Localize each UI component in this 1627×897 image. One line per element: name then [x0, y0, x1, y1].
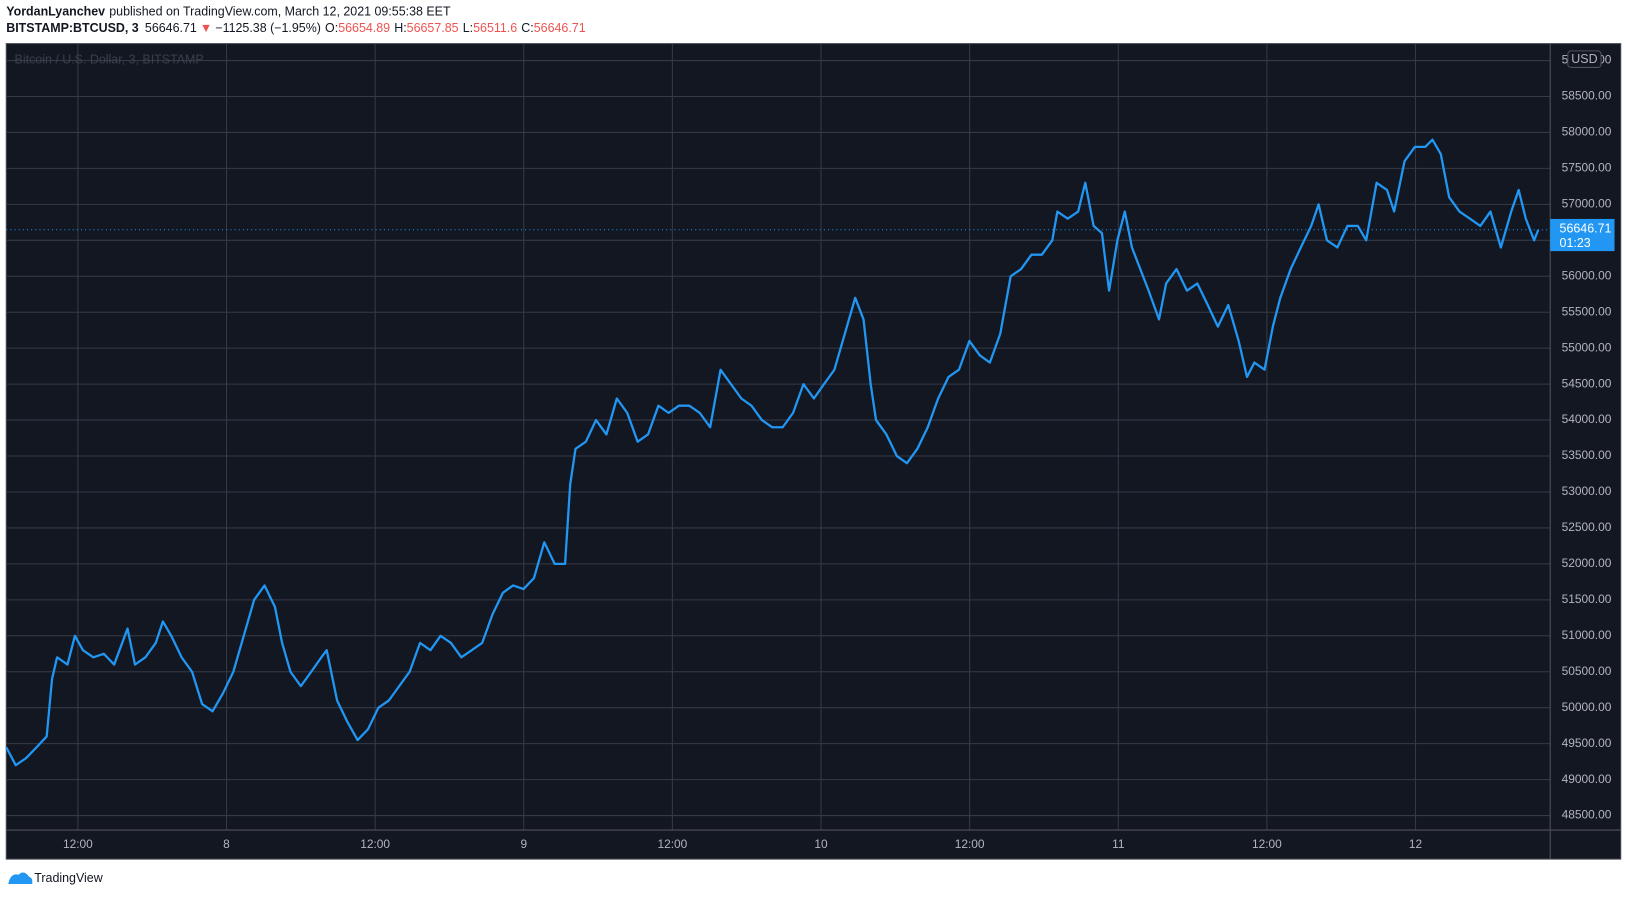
badge-box [1567, 50, 1602, 68]
price-tag-box [1550, 218, 1615, 252]
countdown: 01:23 [1560, 236, 1591, 250]
y-tick-label: 53000.00 [1562, 484, 1612, 498]
y-tick-label: 52500.00 [1562, 520, 1612, 534]
brand: TradingView [8, 871, 104, 885]
x-tick-label: 12 [1409, 837, 1423, 851]
open-label: O: [325, 21, 338, 35]
y-tick-label: 54500.00 [1562, 376, 1612, 390]
price-tag: 56646.71 01:23 [1550, 218, 1615, 252]
change: −1125.38 (−1.95%) [215, 21, 321, 35]
y-tick-label: 58000.00 [1562, 125, 1612, 139]
y-tick-label: 54000.00 [1562, 412, 1612, 426]
y-tick-label: 55000.00 [1562, 340, 1612, 354]
y-tick-label: 57000.00 [1562, 197, 1612, 211]
y-tick-label: 56000.00 [1562, 268, 1612, 282]
badge-text: USD [1571, 52, 1597, 66]
price-line [5, 138, 1540, 767]
currency-badge: USD [1567, 50, 1602, 68]
header-line: YordanLyanchev published on TradingView.c… [6, 5, 451, 19]
y-tick-label: 57500.00 [1562, 161, 1612, 175]
high-label: H: [394, 21, 406, 35]
price-tag-value: 56646.71 [1560, 222, 1612, 236]
x-tick-label: 11 [1112, 837, 1125, 851]
y-tick-label: 51000.00 [1562, 628, 1612, 642]
close-label: C: [521, 21, 533, 35]
change-arrow: ▼ [200, 21, 212, 35]
close: 56646.71 [534, 21, 586, 35]
x-tick-label: 12:00 [63, 837, 93, 851]
y-tick-label: 50000.00 [1562, 700, 1612, 714]
y-tick-label: 50500.00 [1562, 664, 1612, 678]
x-tick-label: 12:00 [1252, 837, 1282, 851]
symbol: BITSTAMP:BTCUSD, 3 [6, 21, 139, 35]
x-tick-label: 8 [223, 837, 230, 851]
watermark: Bitcoin / U.S. Dollar, 3, BITSTAMP [15, 52, 204, 66]
brand-name: TradingView [34, 871, 103, 885]
x-tick-label: 12:00 [360, 837, 390, 851]
open: 56654.89 [338, 21, 390, 35]
y-tick-label: 49000.00 [1562, 772, 1612, 786]
last-price: 56646.71 [145, 21, 197, 35]
y-tick-label: 51500.00 [1562, 592, 1612, 606]
chart-panel [5, 43, 1622, 860]
y-tick-label: 55500.00 [1562, 304, 1612, 318]
x-tick-label: 10 [814, 837, 828, 851]
y-tick-label: 53500.00 [1562, 448, 1612, 462]
marks [5, 138, 1551, 767]
x-tick-label: 12:00 [955, 837, 985, 851]
y-tick-label: 49500.00 [1562, 736, 1612, 750]
published: published on TradingView.com, March 12, … [109, 5, 451, 19]
x-tick-label: 9 [520, 837, 527, 851]
low-label: L: [463, 21, 473, 35]
background [5, 43, 1622, 860]
grid [6, 43, 1551, 831]
brand-logo [8, 872, 33, 885]
author: YordanLyanchev [6, 5, 105, 19]
y-tick-label: 58500.00 [1562, 89, 1612, 103]
high: 56657.85 [407, 21, 459, 35]
x-tick-label: 12:00 [657, 837, 687, 851]
y-tick-label: 48500.00 [1562, 808, 1612, 822]
y-tick-label: 52000.00 [1562, 556, 1612, 570]
low: 56511.6 [473, 21, 517, 35]
symbol-line: BITSTAMP:BTCUSD, 3 56646.71 ▼ −1125.38 (−1.… [6, 21, 585, 35]
